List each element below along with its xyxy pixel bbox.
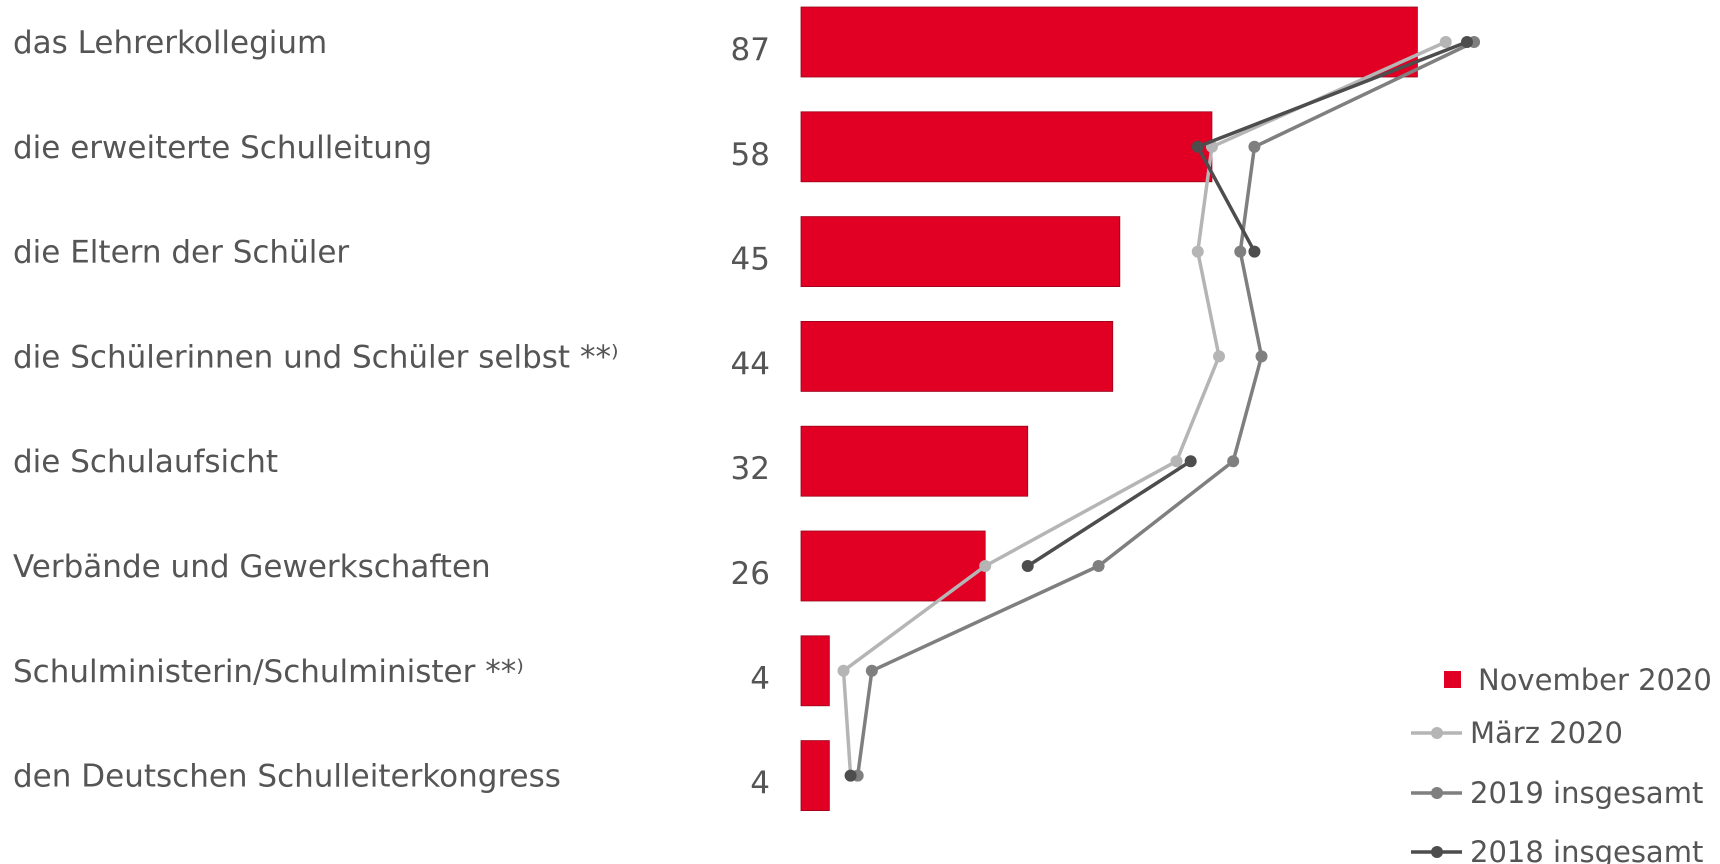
series-point [1191,245,1204,258]
bars [800,6,1418,811]
bar [800,425,1029,497]
series-point [1227,455,1240,468]
series-point [1255,350,1268,363]
category-labels: das Lehrerkollegium die erweiterte Schull… [13,25,619,795]
series-line [841,40,1447,776]
series-point [837,664,850,677]
series-point [1248,245,1261,258]
bar [800,216,1121,288]
series-point [1170,455,1183,468]
series-point [1213,350,1226,363]
value-label: 4 [750,766,770,802]
legend: November 2020 März 2020 2019 insgesamt 2018… [1411,663,1712,864]
value-label: 45 [731,242,770,278]
bar [800,740,830,811]
legend-label: 2018 insgesamt [1470,835,1703,864]
legend-swatch [1444,671,1461,688]
category-label: Verbände und Gewerkschaften [13,549,491,585]
category-label: die Eltern der Schüler [13,235,349,271]
category-label: das Lehrerkollegium [13,25,327,61]
value-label: 4 [750,661,770,697]
value-label: 44 [731,346,770,382]
series-lines [837,36,1481,782]
legend-marker [1431,787,1443,799]
series-point [1248,140,1261,153]
series-point [1191,140,1204,153]
legend-label: März 2020 [1470,716,1623,750]
value-label: 58 [731,137,770,173]
series-line [1026,459,1192,568]
category-label: die erweiterte Schulleitung [13,130,432,166]
value-label: 32 [731,451,770,487]
category-label: Schulministerin/Schulminister **⁾ [13,654,524,690]
value-label: 26 [731,556,770,592]
bar [800,111,1213,183]
series-point [1184,455,1197,468]
legend-marker [1431,727,1443,739]
series-point [1460,36,1473,48]
category-label: den Deutschen Schulleiterkongress [13,759,561,795]
series-point [1092,560,1105,572]
legend-marker [1431,846,1443,858]
category-label: die Schulaufsicht [13,444,278,480]
bar [800,6,1418,78]
category-label: die Schülerinnen und Schüler selbst **⁾ [13,339,619,375]
series-point [979,560,992,572]
series-point [1021,560,1034,572]
value-label: 87 [731,32,770,68]
series-point [865,664,878,677]
series-line [855,40,1475,776]
legend-label: 2019 insgesamt [1470,776,1703,810]
series-point [1234,245,1247,258]
legend-label: November 2020 [1478,663,1712,697]
bar [800,530,986,602]
bar [800,320,1114,392]
bar [800,635,830,707]
series-point [1439,36,1452,48]
series-point [844,769,857,782]
